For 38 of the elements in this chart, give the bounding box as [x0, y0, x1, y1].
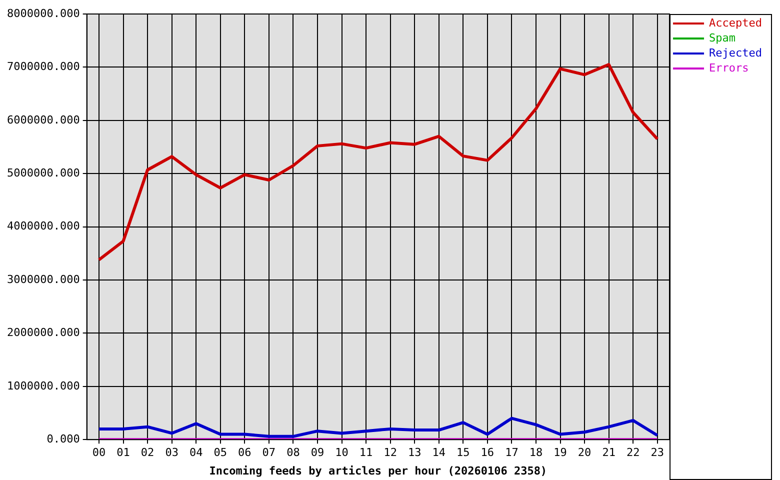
x-axis-title: Incoming feeds by articles per hour (20260106 2358) — [209, 464, 548, 478]
y-tick-label: 6000000.000 — [6, 113, 80, 126]
x-tick-label: 02 — [140, 446, 154, 460]
x-tick-label: 20 — [578, 446, 592, 460]
x-tick-label: 10 — [335, 446, 348, 460]
y-tick-label: 5000000.000 — [6, 166, 80, 180]
x-tick-label: 11 — [359, 446, 373, 460]
y-tick-label: 1000000.000 — [6, 379, 80, 392]
x-tick-label: 03 — [165, 446, 178, 460]
x-tick-label: 19 — [554, 446, 567, 460]
x-tick-label: 13 — [408, 446, 422, 460]
x-tick-label: 07 — [262, 446, 276, 460]
x-tick-label: 08 — [286, 446, 300, 460]
x-tick-label: 09 — [310, 446, 324, 460]
x-tick-label: 23 — [650, 446, 664, 460]
x-tick-label: 18 — [529, 446, 543, 460]
legend-label: Spam — [709, 31, 736, 44]
x-tick-label: 22 — [626, 446, 640, 460]
x-tick-label: 01 — [116, 446, 130, 460]
x-tick-label: 14 — [432, 446, 446, 460]
x-tick-label: 06 — [238, 446, 252, 460]
legend-label: Rejected — [709, 46, 762, 60]
legend-label: Errors — [709, 61, 749, 74]
y-tick-label: 8000000.000 — [6, 6, 80, 20]
y-tick-label: 7000000.000 — [6, 60, 80, 74]
x-tick-label: 21 — [602, 446, 616, 460]
legend-label: Accepted — [709, 16, 762, 30]
y-tick-label: 4000000.000 — [6, 220, 80, 233]
x-tick-label: 15 — [456, 446, 470, 460]
x-tick-label: 12 — [384, 446, 397, 460]
y-tick-label: 2000000.000 — [6, 326, 80, 340]
y-tick-label: 0.000 — [46, 432, 80, 446]
x-tick-label: 16 — [480, 446, 494, 460]
y-tick-label: 3000000.000 — [6, 272, 80, 286]
x-tick-label: 00 — [92, 446, 106, 460]
x-tick-label: 17 — [505, 446, 518, 460]
x-tick-label: 05 — [214, 446, 227, 460]
x-tick-label: 04 — [189, 446, 204, 460]
